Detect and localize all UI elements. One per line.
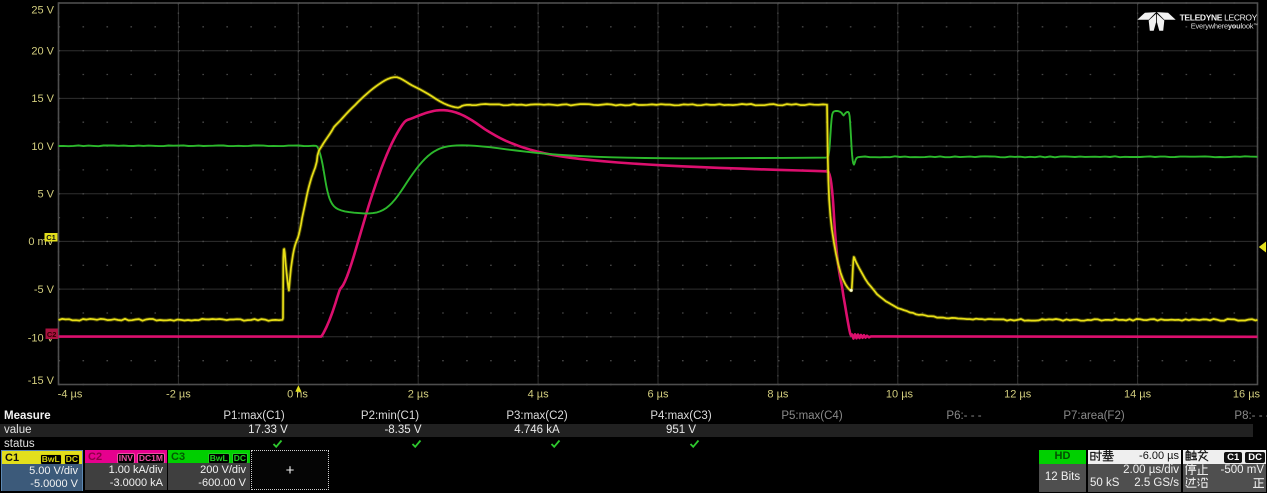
svg-text:12 µs: 12 µs xyxy=(1004,389,1032,401)
svg-text:15 V: 15 V xyxy=(31,93,54,105)
svg-text:8 µs: 8 µs xyxy=(767,389,789,401)
svg-text:Everywhereyoulook™: Everywhereyoulook™ xyxy=(1191,22,1258,31)
svg-text:6 µs: 6 µs xyxy=(647,389,669,401)
svg-text:C2: C2 xyxy=(47,330,57,339)
svg-text:10 µs: 10 µs xyxy=(886,389,914,401)
svg-text:5 V: 5 V xyxy=(37,189,54,201)
svg-text:4 µs: 4 µs xyxy=(528,389,550,401)
svg-text:25 V: 25 V xyxy=(31,4,54,16)
svg-text:10 V: 10 V xyxy=(31,141,54,153)
svg-text:14 µs: 14 µs xyxy=(1124,389,1152,401)
svg-text:0 ns: 0 ns xyxy=(287,389,308,401)
svg-text:-4 µs: -4 µs xyxy=(58,389,83,401)
svg-text:-5 V: -5 V xyxy=(34,284,55,296)
svg-text:-2 µs: -2 µs xyxy=(166,389,191,401)
svg-text:TELEDYNE LECROY: TELEDYNE LECROY xyxy=(1180,12,1258,22)
svg-text:2 µs: 2 µs xyxy=(408,389,430,401)
svg-text:C1: C1 xyxy=(46,233,56,242)
svg-text:-15 V: -15 V xyxy=(28,375,55,387)
svg-text:16 µs: 16 µs xyxy=(1233,389,1261,401)
svg-text:20 V: 20 V xyxy=(31,46,54,58)
